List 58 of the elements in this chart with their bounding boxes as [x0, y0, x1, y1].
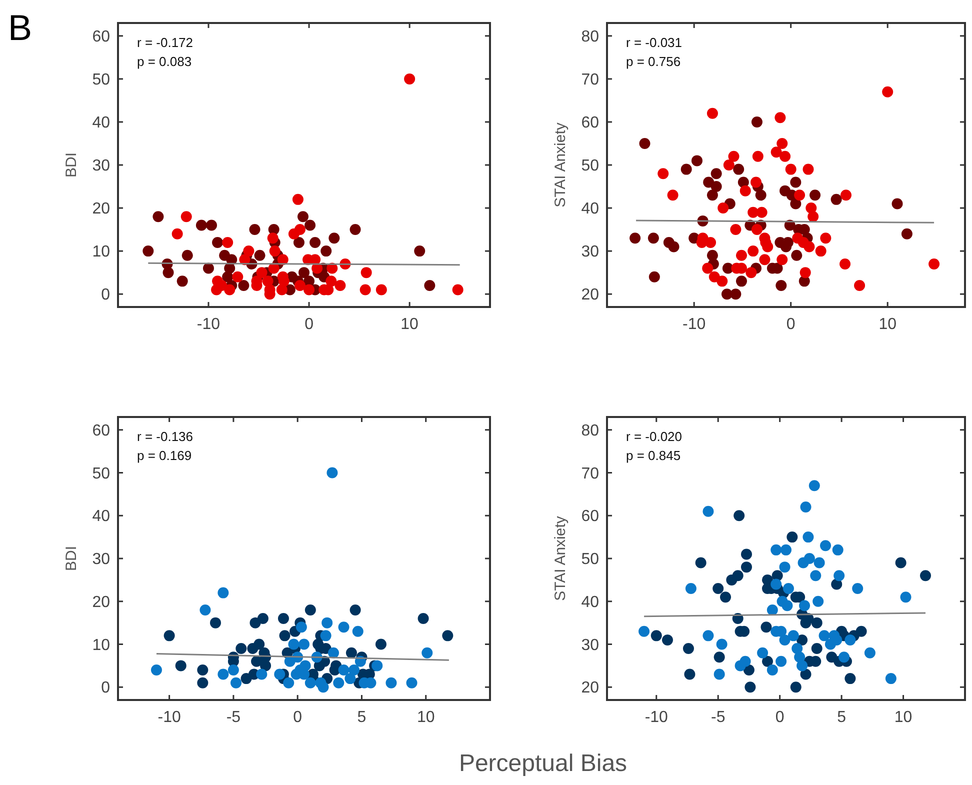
y-tick-label: 10: [92, 244, 110, 261]
y-tick-label: 10: [92, 636, 110, 654]
y-tick-label: 40: [92, 114, 110, 132]
annotation: r = -0.020: [626, 429, 682, 444]
y-tick-label: 0: [101, 680, 110, 697]
x-tick-label: -10: [158, 709, 181, 726]
x-tick-label: 0: [775, 709, 784, 726]
chart-title: B: [8, 7, 32, 48]
y-tick-label: 80: [581, 28, 600, 46]
x-tick-label: 5: [837, 709, 846, 726]
y-tick-label: 50: [581, 158, 600, 175]
x-tick-label: 0: [293, 709, 302, 726]
y-tick-label: 60: [581, 114, 600, 132]
x-tick-label: -10: [682, 316, 706, 333]
annotation: p = 0.083: [137, 54, 192, 69]
x-tick-label: 10: [416, 709, 435, 726]
x-tick-label: 5: [357, 709, 366, 726]
x-tick-label: -10: [196, 316, 220, 333]
y-tick-label: 20: [92, 594, 110, 611]
annotation: p = 0.845: [626, 448, 681, 463]
y-tick-label: 70: [581, 72, 600, 89]
annotation: p = 0.169: [137, 448, 192, 463]
y-tick-label: 70: [581, 465, 600, 482]
y-tick-label: 30: [92, 551, 110, 568]
y-tick-label: 40: [581, 200, 600, 218]
y-axis-title: BDI: [63, 152, 80, 178]
y-tick-label: 30: [581, 244, 600, 261]
y-tick-label: 60: [581, 508, 600, 526]
y-axis-title: STAI Anxiety: [552, 516, 569, 601]
y-tick-label: 20: [581, 286, 600, 304]
y-tick-label: 60: [92, 422, 110, 440]
y-tick-label: 50: [581, 551, 600, 568]
x-tick-label: -5: [710, 709, 726, 726]
y-axis-title: STAI Anxiety: [552, 122, 569, 208]
y-tick-label: 80: [581, 422, 600, 440]
annotation: r = -0.172: [137, 35, 194, 50]
annotation: p = 0.756: [626, 54, 681, 69]
annotation: r = -0.031: [626, 35, 682, 50]
x-axis-title: Perceptual Bias: [458, 750, 628, 777]
y-axis-title: BDI: [63, 546, 80, 572]
y-tick-label: 20: [581, 680, 600, 697]
x-tick-label: -5: [226, 709, 241, 726]
x-tick-label: 10: [400, 316, 419, 333]
x-tick-label: 10: [878, 316, 897, 333]
y-tick-label: 40: [581, 594, 600, 611]
x-tick-label: 10: [894, 709, 912, 726]
y-tick-label: 40: [92, 508, 110, 526]
y-tick-label: 60: [92, 28, 110, 46]
x-tick-label: -10: [644, 709, 668, 726]
annotation: r = -0.136: [137, 429, 194, 444]
y-tick-label: 0: [101, 286, 110, 304]
y-tick-label: 50: [92, 465, 110, 482]
x-tick-label: 0: [786, 316, 796, 333]
y-tick-label: 30: [92, 158, 110, 175]
y-tick-label: 30: [581, 636, 600, 654]
x-tick-label: 0: [304, 316, 314, 333]
y-tick-label: 50: [92, 72, 110, 89]
y-tick-label: 20: [92, 200, 110, 218]
